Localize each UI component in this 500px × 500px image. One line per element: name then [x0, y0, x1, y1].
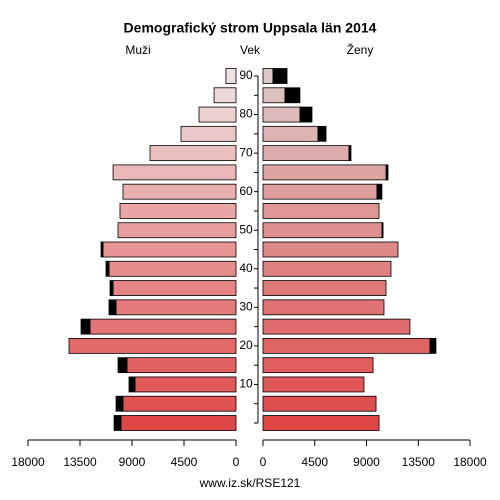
bar	[120, 415, 237, 431]
black-bar	[115, 395, 124, 412]
y-tick-label: 70	[239, 145, 253, 159]
x-tick-label: 4500	[301, 455, 328, 469]
y-axis-title: Vek	[240, 43, 261, 57]
right-header: Ženy	[347, 42, 374, 57]
source: www.iz.sk/RSE121	[199, 476, 301, 490]
bar	[262, 87, 286, 104]
bar	[126, 357, 237, 374]
bar	[262, 280, 387, 296]
y-tick-label: 60	[239, 184, 253, 198]
bar	[198, 106, 237, 123]
y-tick-label: 30	[239, 300, 253, 314]
bar	[262, 106, 301, 123]
bar	[89, 318, 237, 335]
black-bar	[348, 145, 352, 162]
bar	[262, 260, 392, 277]
black-bar	[381, 222, 384, 239]
bar	[122, 183, 237, 200]
y-tick-label: 50	[239, 222, 253, 236]
bar	[262, 125, 319, 142]
bar	[262, 415, 380, 431]
bar	[262, 395, 377, 412]
x-tick-label: 13500	[402, 455, 436, 469]
x-tick-label: 9000	[119, 455, 146, 469]
bar	[262, 299, 385, 316]
black-bar	[105, 260, 110, 277]
x-tick-label: 0	[233, 455, 240, 469]
bar	[225, 68, 237, 84]
bar	[262, 337, 431, 354]
x-tick-label: 4500	[171, 455, 198, 469]
y-tick-label: 20	[239, 338, 253, 352]
bar	[262, 164, 387, 181]
bar	[213, 87, 237, 104]
bar	[262, 203, 380, 219]
x-tick-label: 13500	[63, 455, 97, 469]
black-bar	[385, 164, 389, 181]
black-bar	[376, 183, 383, 200]
black-bar	[109, 280, 114, 296]
bar	[117, 222, 237, 239]
x-tick-label: 18000	[453, 455, 487, 469]
bar	[112, 164, 237, 181]
black-bar	[429, 337, 437, 354]
bar	[262, 357, 374, 374]
bar	[262, 318, 411, 335]
black-bar	[117, 357, 128, 374]
chart-title: Demografický strom Uppsala län 2014	[124, 20, 377, 36]
black-bar	[317, 125, 327, 142]
black-bar	[284, 87, 301, 104]
x-tick-label: 9000	[353, 455, 380, 469]
black-bar	[100, 241, 104, 258]
left-header: Muži	[125, 43, 150, 57]
black-bar	[128, 376, 136, 393]
bar	[262, 222, 383, 239]
bar	[102, 241, 237, 258]
bar	[108, 260, 237, 277]
black-bar	[299, 106, 313, 123]
bar	[112, 280, 237, 296]
x-tick-label: 18000	[11, 455, 45, 469]
x-tick-label: 0	[260, 455, 267, 469]
bar	[134, 376, 237, 393]
bar	[149, 145, 237, 162]
y-tick-label: 90	[239, 68, 253, 82]
black-bar	[113, 415, 122, 431]
bar	[119, 203, 237, 219]
bar	[262, 145, 350, 162]
black-bar	[272, 68, 288, 84]
bar	[115, 299, 237, 316]
bar	[122, 395, 237, 412]
y-tick-label: 80	[239, 107, 253, 121]
bar	[262, 183, 378, 200]
bar	[262, 241, 399, 258]
black-bar	[108, 299, 117, 316]
bar	[180, 125, 237, 142]
bar	[68, 337, 237, 354]
black-bar	[80, 318, 91, 335]
bar	[262, 68, 274, 84]
y-tick-label: 10	[239, 377, 253, 391]
y-tick-label: 40	[239, 261, 253, 275]
bar	[262, 376, 365, 393]
